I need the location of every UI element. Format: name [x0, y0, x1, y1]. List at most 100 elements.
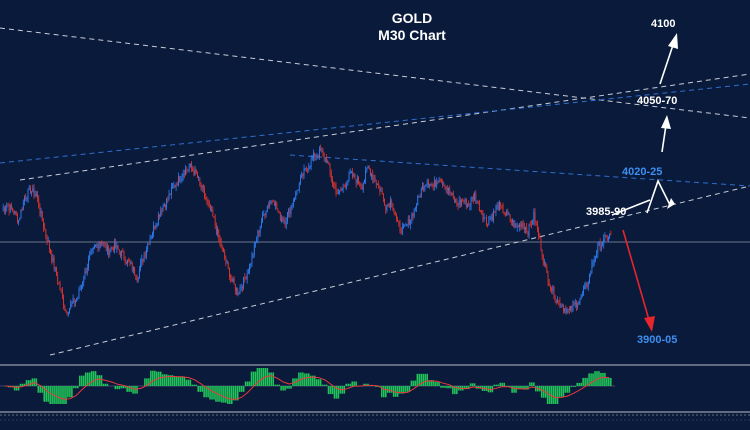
candle-body: [610, 233, 612, 235]
candle-body: [239, 287, 241, 293]
candle-body: [435, 180, 436, 187]
candle-body: [602, 244, 603, 246]
histogram-bar: [418, 373, 421, 386]
histogram-bar: [61, 386, 63, 404]
histogram-bar: [327, 386, 330, 395]
candle-body: [237, 288, 239, 296]
histogram-bar: [317, 379, 320, 386]
candle-body: [345, 186, 346, 188]
candle-body: [78, 289, 80, 298]
candles: [2, 144, 612, 317]
candle-body: [551, 288, 553, 291]
histogram-bar: [606, 377, 608, 386]
histogram-bar: [388, 386, 391, 393]
candle-body: [281, 218, 282, 221]
candle-body: [422, 186, 423, 189]
histogram-bar: [136, 386, 138, 394]
candle-body: [63, 296, 65, 306]
histogram-bar: [568, 386, 571, 393]
candle-body: [149, 238, 151, 245]
candle-body: [97, 244, 99, 249]
histogram-bar: [57, 386, 59, 404]
candle-body: [274, 202, 275, 206]
histogram-bar: [574, 386, 577, 387]
histogram-bar: [552, 386, 555, 404]
candle-body: [343, 186, 345, 188]
candle-body: [444, 185, 446, 190]
histogram-bar: [232, 386, 235, 401]
histogram-bar: [576, 382, 579, 386]
candle-body: [131, 262, 133, 271]
candle-body: [596, 254, 598, 258]
candle-body: [140, 262, 141, 270]
candle-body: [144, 254, 146, 256]
candle-body: [437, 182, 439, 183]
candle-body: [123, 251, 125, 260]
histogram-bar: [159, 371, 162, 386]
histogram-bar: [290, 386, 292, 389]
candle-body: [35, 194, 37, 196]
candle-body: [223, 248, 224, 252]
histogram-bar: [195, 384, 198, 386]
candle-body: [308, 166, 310, 171]
histogram-bar: [169, 375, 172, 386]
histogram-bar: [175, 377, 178, 386]
candle-body: [334, 184, 336, 187]
histogram-bar: [556, 386, 559, 404]
histogram-bar: [94, 371, 97, 386]
candle-body: [33, 187, 35, 196]
candle-body: [233, 279, 235, 285]
candle-body: [591, 263, 593, 273]
candle-body: [121, 251, 123, 256]
candle-body: [432, 185, 434, 187]
histogram-bar: [47, 386, 49, 402]
histogram-bar: [456, 386, 458, 395]
candle-body: [51, 253, 53, 261]
histogram-bar: [120, 386, 123, 389]
candle-body: [480, 210, 481, 212]
candle-body: [124, 259, 126, 263]
candle-body: [578, 301, 580, 305]
histogram-bar: [230, 386, 233, 404]
projection-arrows: [611, 33, 678, 332]
candle-body: [14, 211, 16, 214]
candle-body: [586, 283, 588, 287]
histogram-bar: [448, 386, 450, 389]
candle-body: [561, 306, 563, 308]
candle-body: [359, 183, 361, 186]
histogram-bar: [181, 377, 184, 386]
candle-body: [324, 157, 326, 159]
candle-body: [326, 157, 327, 164]
candle-body: [214, 217, 216, 226]
histogram-bar: [197, 386, 200, 392]
candle-body: [146, 249, 147, 256]
candle-body: [89, 255, 91, 260]
histogram-bar: [173, 377, 176, 386]
histogram-bar: [13, 386, 16, 391]
histogram-bar: [517, 386, 519, 390]
candle-body: [104, 242, 106, 245]
candle-body: [264, 213, 266, 216]
candle-body: [568, 308, 570, 311]
candle-body: [426, 181, 428, 186]
histogram-bar: [244, 381, 247, 386]
candle-body: [133, 267, 134, 271]
candle-body: [413, 208, 415, 217]
candle-body: [567, 308, 569, 310]
candle-body: [372, 174, 374, 179]
candle-body: [322, 150, 324, 154]
candle-body: [143, 254, 145, 262]
candle-body: [170, 187, 172, 195]
candle-body: [328, 162, 330, 165]
candle-body: [179, 175, 181, 182]
histogram-bar: [65, 386, 67, 404]
histogram-bar: [602, 372, 604, 386]
histogram-bar: [102, 383, 105, 386]
candle-body: [31, 191, 33, 194]
histogram-bar: [410, 380, 413, 386]
histogram-bar: [345, 383, 348, 386]
candle-body: [526, 227, 528, 232]
candle-body: [161, 210, 163, 212]
candle-body: [283, 220, 285, 222]
candle-body: [220, 241, 222, 248]
